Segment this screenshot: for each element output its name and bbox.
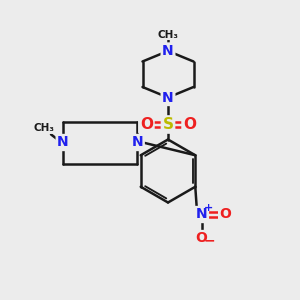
Text: S: S [163,117,173,132]
Text: N: N [196,208,207,221]
Text: N: N [162,91,174,104]
Text: O: O [183,117,196,132]
Text: O: O [140,117,153,132]
Text: N: N [57,136,69,149]
Text: CH₃: CH₃ [158,29,178,40]
Text: O: O [220,208,232,221]
Text: −: − [203,233,215,247]
Text: CH₃: CH₃ [33,123,54,134]
Text: N: N [132,136,143,149]
Text: N: N [162,44,174,58]
Text: O: O [196,232,208,245]
Text: +: + [204,203,213,213]
